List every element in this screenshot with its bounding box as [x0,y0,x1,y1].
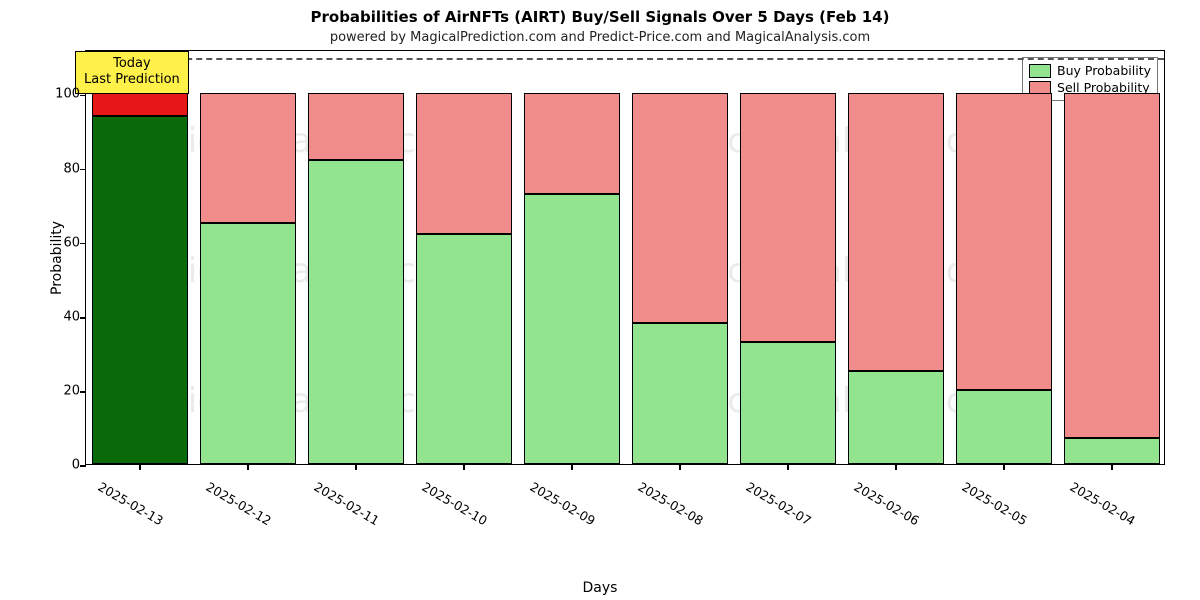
xtick-label: 2025-02-08 [636,479,706,528]
bar-buy [200,223,295,464]
ytick-label: 60 [50,235,80,250]
bar-buy [848,371,943,464]
bar-sell [416,93,511,234]
chart-subtitle: powered by MagicalPrediction.com and Pre… [0,30,1200,45]
annotation-line2: Last Prediction [84,72,180,87]
x-axis-label: Days [0,580,1200,596]
y-axis-label: Probability [20,50,94,465]
xtick-label: 2025-02-04 [1068,479,1138,528]
ytick-label: 80 [50,161,80,176]
bar-group [1064,49,1159,464]
ytick-label: 100 [50,87,80,102]
xtick-label: 2025-02-12 [204,479,274,528]
bar-group [200,49,295,464]
today-annotation: TodayLast Prediction [75,51,189,94]
plot-area: MagicalAnalysis.com MagicalAnalysis.com … [85,50,1165,465]
bar-sell [308,93,403,160]
bar-sell [524,93,619,193]
xtick-mark [571,464,573,470]
xtick-mark [679,464,681,470]
chart-title: Probabilities of AirNFTs (AIRT) Buy/Sell… [0,8,1200,26]
annotation-line1: Today [113,56,151,71]
xtick-mark [247,464,249,470]
ytick-mark [80,317,86,319]
bar-group [848,49,943,464]
bar-group [524,49,619,464]
xtick-label: 2025-02-07 [744,479,814,528]
bar-buy [524,194,619,464]
bar-buy [740,342,835,464]
ytick-label: 0 [50,458,80,473]
ytick-mark [80,465,86,467]
xtick-label: 2025-02-09 [528,479,598,528]
bar-buy [1064,438,1159,464]
bar-buy [416,234,511,464]
bar-sell [1064,93,1159,438]
bar-sell [632,93,727,323]
xtick-mark [1111,464,1113,470]
bar-buy [308,160,403,464]
xtick-mark [463,464,465,470]
bar-buy [92,116,187,464]
xtick-label: 2025-02-10 [420,479,490,528]
xtick-mark [787,464,789,470]
xtick-mark [355,464,357,470]
bar-group [740,49,835,464]
xtick-mark [1003,464,1005,470]
bar-sell [956,93,1051,389]
ytick-label: 20 [50,383,80,398]
xtick-mark [895,464,897,470]
bar-sell [200,93,295,223]
ytick-label: 40 [50,309,80,324]
xtick-mark [139,464,141,470]
ytick-mark [80,95,86,97]
xtick-label: 2025-02-06 [852,479,922,528]
bar-sell [848,93,943,371]
bar-group [632,49,727,464]
xtick-label: 2025-02-13 [96,479,166,528]
xtick-label: 2025-02-05 [960,479,1030,528]
ytick-mark [80,391,86,393]
xtick-label: 2025-02-11 [312,479,382,528]
bar-group [416,49,511,464]
bar-sell [92,93,187,115]
bar-sell [740,93,835,341]
ytick-mark [80,169,86,171]
bar-group [92,49,187,464]
ytick-mark [80,243,86,245]
bar-group [956,49,1051,464]
chart-figure: Probabilities of AirNFTs (AIRT) Buy/Sell… [0,0,1200,600]
bar-buy [956,390,1051,464]
bar-group [308,49,403,464]
bar-buy [632,323,727,464]
